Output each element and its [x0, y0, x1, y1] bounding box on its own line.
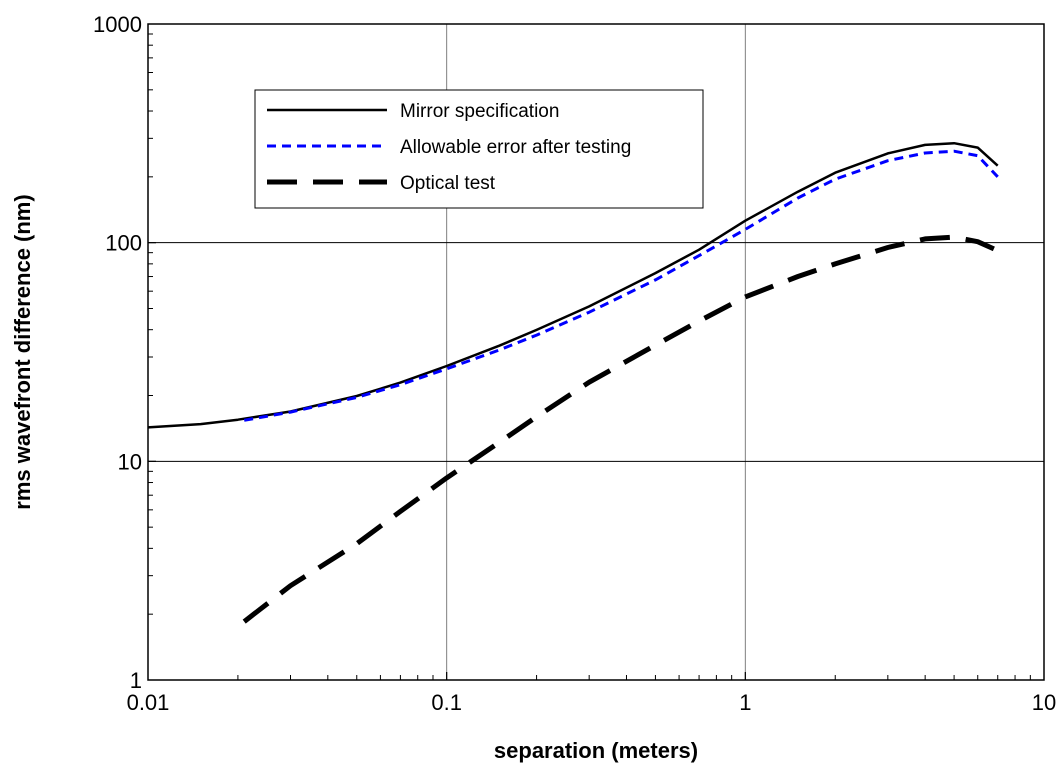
series-line-mirror-specification	[147, 141, 999, 429]
x-axis-label: separation (meters)	[494, 738, 698, 763]
y-tick-label: 10	[118, 449, 142, 474]
x-tick-label: 0.01	[127, 690, 170, 715]
tick-labels: 0.01 0.1 1 10 1 10 100 1000	[93, 12, 1056, 715]
x-tick-label: 10	[1032, 690, 1056, 715]
legend-label-optical-test: Optical test	[400, 173, 496, 194]
x-tick-label: 1	[739, 690, 751, 715]
y-tick-label: 100	[105, 231, 142, 256]
plot-frame	[147, 23, 1045, 681]
series-layer	[147, 141, 999, 624]
y-axis-label: rms wavefront difference (nm)	[10, 194, 35, 509]
series-line-optical-test	[242, 234, 999, 624]
legend: Mirror specification Allowable error aft…	[254, 89, 704, 209]
series-line-allowable-error-after-testing	[243, 149, 999, 422]
grid-layer	[148, 24, 1044, 680]
y-tick-label: 1000	[93, 12, 142, 37]
legend-label-mirror-specification: Mirror specification	[400, 101, 559, 122]
x-tick-label: 0.1	[431, 690, 462, 715]
minor-ticks	[147, 23, 1045, 681]
legend-label-allowable-error: Allowable error after testing	[400, 137, 631, 158]
y-tick-label: 1	[130, 668, 142, 693]
